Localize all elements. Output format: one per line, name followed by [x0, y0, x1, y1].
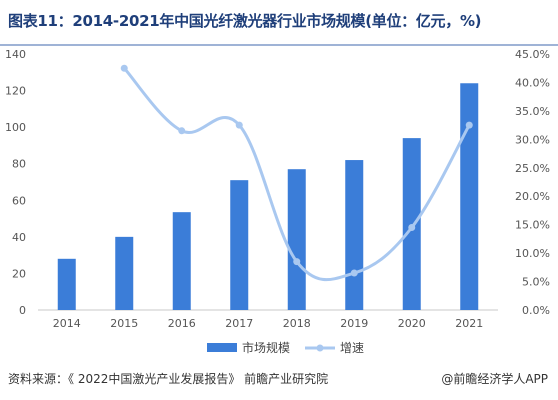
growth-point: [408, 224, 416, 232]
x-tick-label: 2014: [53, 317, 81, 330]
left-tick-label: 40: [12, 231, 26, 244]
left-y-axis: 0 20 40 60 80 100 120 140: [5, 48, 26, 317]
right-tick-label: 40.0%: [515, 76, 550, 89]
x-tick-label: 2019: [340, 317, 368, 330]
line-series: [120, 64, 473, 282]
bar: [57, 258, 76, 310]
right-tick-label: 5.0%: [522, 276, 550, 289]
chart-title: 图表11：2014-2021年中国光纤激光器行业市场规模(单位：亿元，%): [8, 12, 482, 30]
right-tick-label: 10.0%: [515, 247, 550, 260]
left-tick-label: 0: [19, 304, 26, 317]
growth-point: [235, 121, 243, 129]
right-tick-label: 25.0%: [515, 162, 550, 175]
x-axis: 2014 2015 2016 2017 2018 2019 2020 2021: [38, 309, 498, 330]
growth-point: [293, 258, 301, 266]
growth-point: [465, 121, 473, 129]
legend: 市场规模 增速: [207, 340, 364, 355]
brand-credit: @前瞻经济学人APP: [441, 372, 548, 386]
bar: [345, 160, 364, 310]
x-tick-label: 2016: [168, 317, 196, 330]
source-note: 资料来源：《 2022中国激光产业发展报告》 前瞻产业研究院: [8, 372, 329, 386]
left-tick-label: 20: [12, 267, 26, 280]
legend-line-label: 增速: [340, 341, 364, 355]
left-tick-label: 60: [12, 194, 26, 207]
x-tick-label: 2020: [398, 317, 426, 330]
growth-point: [350, 269, 358, 277]
left-tick-label: 100: [5, 121, 26, 134]
right-tick-label: 35.0%: [515, 105, 550, 118]
right-tick-label: 20.0%: [515, 190, 550, 203]
title-divider: [0, 44, 558, 46]
right-tick-label: 0.0%: [522, 304, 550, 317]
right-y-axis: 0.0% 5.0% 10.0% 15.0% 20.0% 25.0% 30.0% 35.0% 40…: [515, 48, 550, 317]
left-tick-label: 140: [5, 48, 26, 61]
right-tick-label: 45.0%: [515, 48, 550, 61]
x-tick-label: 2015: [110, 317, 138, 330]
right-tick-label: 30.0%: [515, 133, 550, 146]
bar: [172, 212, 191, 310]
x-tick-label: 2018: [283, 317, 311, 330]
growth-point: [120, 64, 128, 72]
bar: [115, 236, 134, 310]
right-tick-label: 15.0%: [515, 219, 550, 232]
bar: [287, 169, 306, 310]
legend-bar-swatch: [207, 343, 237, 352]
bar: [230, 180, 249, 310]
left-tick-label: 80: [12, 158, 26, 171]
bar: [460, 83, 479, 310]
left-tick-label: 120: [5, 85, 26, 98]
growth-point: [178, 127, 186, 135]
legend-line-marker: [316, 344, 324, 352]
legend-bar-label: 市场规模: [242, 340, 290, 355]
x-tick-label: 2017: [225, 317, 253, 330]
x-tick-label: 2021: [455, 317, 483, 330]
